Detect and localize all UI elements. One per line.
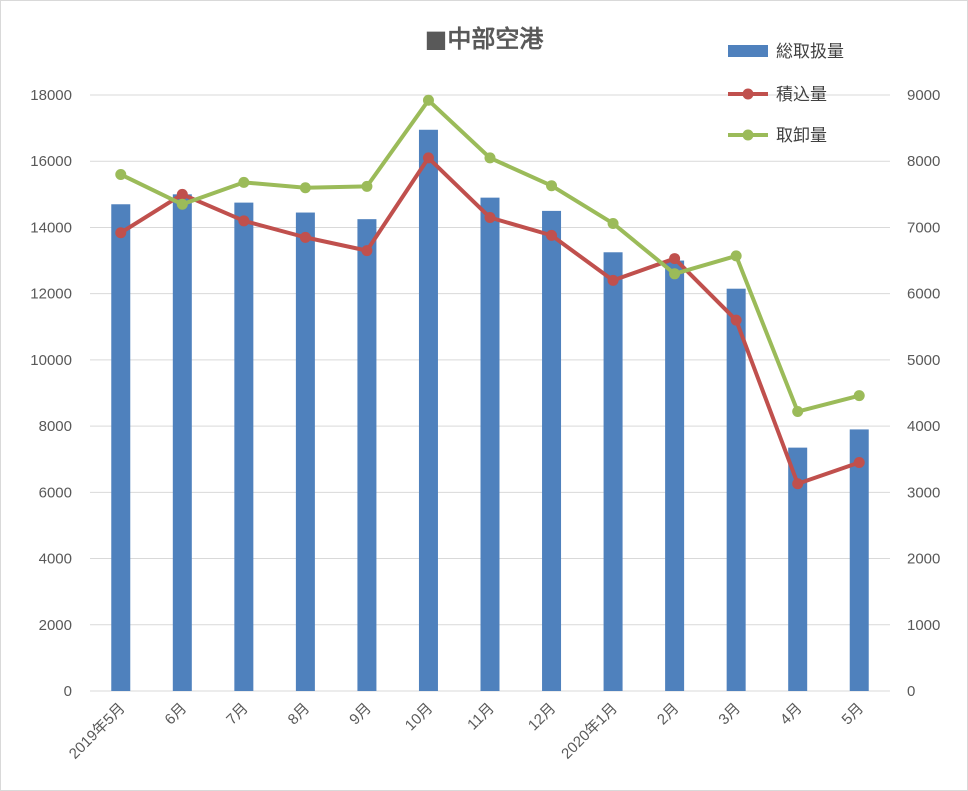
line-point [853, 457, 865, 469]
line-point [607, 274, 619, 286]
legend-swatch-bar [728, 45, 768, 57]
right-tick-label: 0 [907, 683, 915, 700]
line-point [792, 406, 804, 418]
line-point [730, 314, 742, 326]
line-point [484, 152, 496, 164]
line-point [669, 268, 681, 280]
bar [849, 429, 869, 691]
line-point [546, 180, 558, 192]
right-tick-label: 3000 [907, 484, 940, 501]
line-point [176, 198, 188, 210]
x-tick-label: 4月 [777, 700, 806, 729]
x-tick-label: 3月 [715, 700, 744, 729]
right-tick-label: 6000 [907, 286, 940, 303]
x-tick-label: 8月 [285, 700, 314, 729]
legend-label: 総取扱量 [776, 42, 844, 62]
x-tick-label: 11月 [464, 700, 498, 734]
right-tick-label: 8000 [907, 153, 940, 170]
line-point [361, 180, 373, 192]
left-tick-label: 0 [64, 683, 72, 700]
x-tick-label: 6月 [162, 700, 191, 729]
line-point [238, 176, 250, 188]
bar [172, 194, 192, 692]
left-tick-label: 12000 [30, 286, 72, 303]
line-point [792, 478, 804, 490]
bar [542, 210, 562, 691]
bar [788, 447, 808, 691]
left-tick-label: 6000 [39, 484, 72, 501]
bar [295, 212, 315, 692]
bar [726, 288, 746, 691]
bars [111, 129, 869, 692]
line-point [422, 152, 434, 164]
line-point [853, 390, 865, 402]
bar [603, 252, 623, 691]
line-point [730, 250, 742, 262]
x-tick-label: 2019年5月 [66, 700, 129, 763]
x-tick-label: 12月 [525, 700, 559, 734]
line-point [238, 215, 250, 227]
line-point [115, 227, 127, 239]
bar [111, 204, 131, 691]
left-tick-label: 10000 [30, 352, 72, 369]
left-tick-label: 2000 [39, 617, 72, 634]
line-point [299, 182, 311, 194]
legend-label: 取卸量 [776, 126, 827, 146]
line-point [669, 253, 681, 265]
lines [115, 94, 865, 490]
left-axis: 0 2000 4000 6000 8000 10000 12000 14000 16000 180… [30, 87, 72, 700]
x-tick-label: 2020年1月 [558, 700, 621, 763]
right-tick-label: 7000 [907, 219, 940, 236]
left-tick-label: 14000 [30, 219, 72, 236]
right-tick-label: 1000 [907, 617, 940, 634]
x-tick-label: 10月 [402, 700, 436, 734]
bar [418, 129, 438, 691]
legend-swatch-marker [742, 88, 754, 100]
right-axis: 0 1000 2000 3000 4000 5000 6000 7000 8000 9000 [907, 87, 940, 700]
line-point [607, 217, 619, 229]
left-tick-label: 18000 [30, 87, 72, 104]
left-tick-label: 16000 [30, 153, 72, 170]
line-point [546, 229, 558, 241]
line-point [115, 168, 127, 180]
bar [665, 260, 685, 691]
right-tick-label: 2000 [907, 551, 940, 568]
chart-title: ■中部空港 [425, 25, 545, 53]
left-tick-label: 8000 [39, 418, 72, 435]
bar [234, 202, 254, 691]
x-tick-label: 9月 [346, 700, 375, 729]
right-tick-label: 5000 [907, 352, 940, 369]
x-tick-label: 2月 [654, 700, 683, 729]
legend-swatch-marker [742, 129, 754, 141]
line-point [422, 94, 434, 106]
x-tick-label: 7月 [223, 700, 252, 729]
x-tick-label: 5月 [839, 700, 868, 729]
right-tick-label: 4000 [907, 418, 940, 435]
left-tick-label: 4000 [39, 551, 72, 568]
right-tick-label: 9000 [907, 87, 940, 104]
line-point [361, 245, 373, 257]
line-point [484, 212, 496, 224]
legend-label: 積込量 [776, 85, 827, 105]
line-point [299, 231, 311, 243]
bar [357, 219, 377, 691]
line-point [176, 188, 188, 200]
bar [480, 197, 500, 691]
